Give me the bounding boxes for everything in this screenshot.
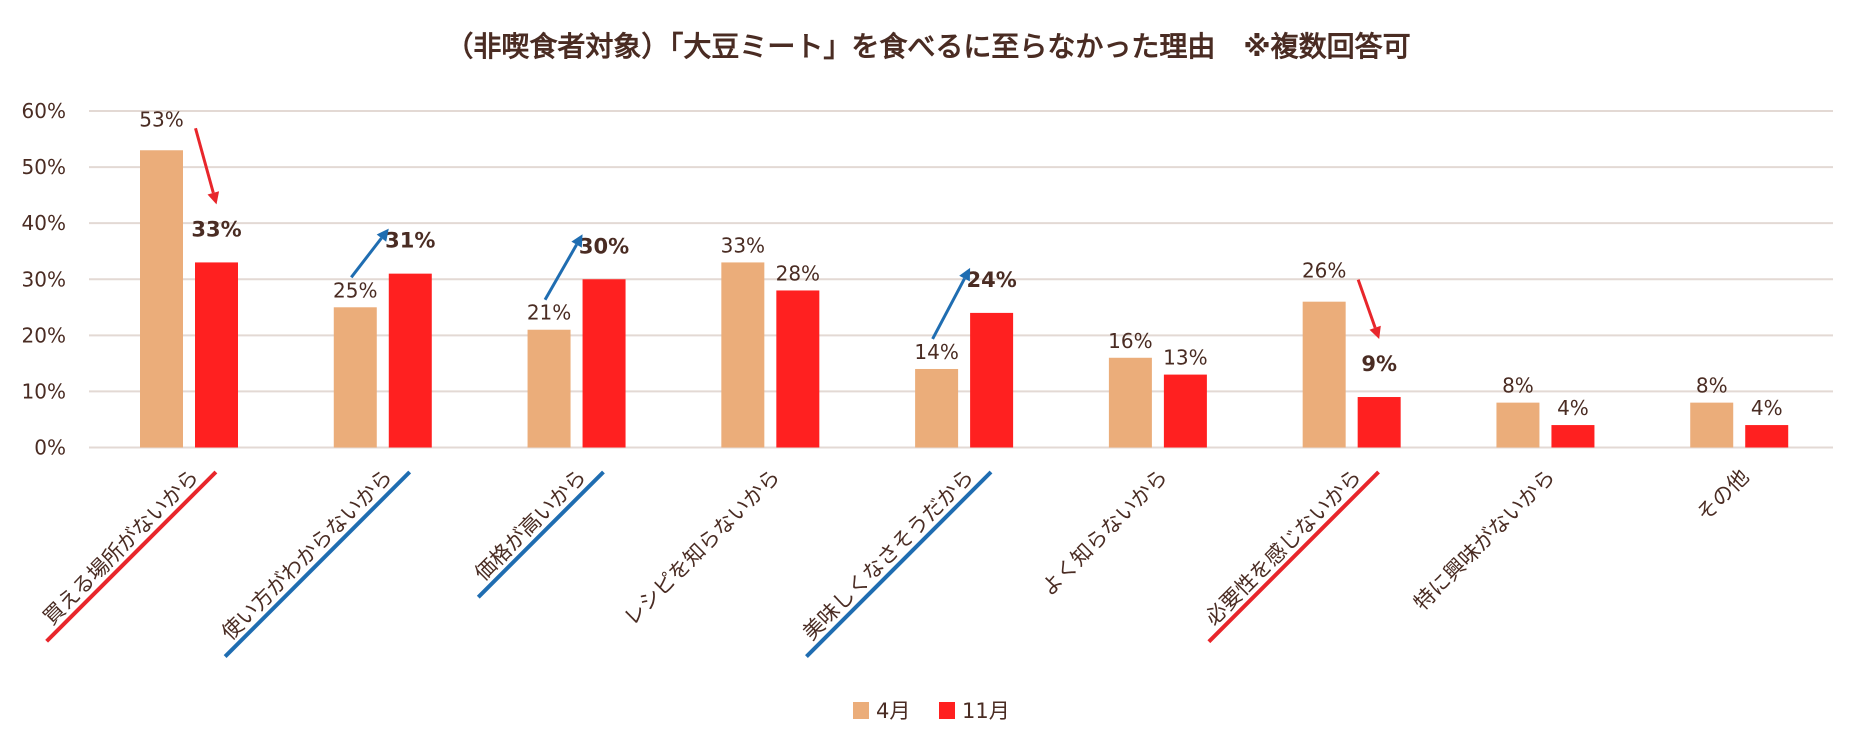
bars: 53% 33% 25% 31% 21% 30% 33% 28% 14% 24% 16% 13% 26% 9… [139,107,1789,448]
x-axis-labels: 買える場所がないから 使い方がわからないから 価格が高いから レシピを知らないから 美味… [38,465,1754,658]
bar-april [1496,402,1540,448]
y-tick-label: 20% [22,323,66,347]
arrow-up-icon [543,243,578,301]
category-underline [476,470,605,599]
category-underline [1207,470,1380,644]
data-label-april: 8% [1696,374,1728,398]
bar-november [195,262,238,448]
gridlines [89,110,1833,449]
bar-april [527,329,571,448]
y-tick-label: 10% [22,379,66,403]
bar-november [582,279,626,448]
arrow-down-icon [194,127,215,194]
bar-april [1302,301,1346,448]
data-label-april: 25% [333,278,377,302]
bar-november [1357,397,1401,448]
arrow-down-icon [1356,279,1377,329]
data-label-april: 53% [139,107,183,131]
arrow-head-icon [1369,325,1381,340]
bar-april [333,307,377,448]
bar-april [140,150,183,448]
y-tick-label: 50% [22,155,66,179]
data-label-april: 14% [914,340,958,364]
legend-swatch-november [939,702,955,719]
x-category-label: 特に興味がないから [1409,465,1560,616]
x-category-label: 使い方がわからないから [217,465,397,645]
bar-november [388,273,432,448]
x-category-label: よく知らないから [1037,465,1173,601]
y-tick-label: 40% [22,211,66,235]
x-category-label: 美味しくなさそうだから [798,465,978,645]
x-category-label: レシピを知らないから [619,465,784,630]
bar-april [721,262,765,448]
legend-swatch-april [853,702,869,719]
bar-november [1163,374,1207,448]
arrow-up-icon [350,237,383,279]
data-label-november: 4% [1751,396,1783,420]
bar-november [970,312,1014,448]
data-label-april: 33% [721,233,765,257]
arrow-head-icon [207,191,220,205]
legend: 4月 11月 [853,699,1010,723]
data-label-april: 8% [1502,374,1534,398]
arrow-head-icon [959,267,971,282]
category-underline [805,470,993,658]
data-label-november: 28% [776,261,820,285]
data-label-april: 21% [527,301,571,325]
x-category-label: 買える場所がないから [38,465,203,630]
data-label-november: 30% [579,234,629,258]
y-axis-ticks: 0% 10% 20% 30% 40% 50% 60% [22,99,66,460]
data-label-april: 16% [1108,329,1152,353]
data-label-november: 9% [1361,352,1397,376]
chart-title: （非喫食者対象）「大豆ミート」を食べるに至らなかった理由 ※複数回答可 [445,30,1410,63]
bar-april [915,368,959,448]
x-category-label: 必要性を感じないから [1201,465,1366,630]
data-label-november: 24% [966,268,1016,292]
arrow-up-icon [931,277,966,340]
data-label-november: 31% [385,229,435,253]
bar-november [1551,425,1595,448]
data-label-april: 26% [1302,259,1346,283]
data-label-november: 4% [1557,396,1589,420]
y-tick-label: 30% [22,267,66,291]
category-underline [45,470,218,643]
arrow-head-icon [376,228,389,242]
x-category-label: 価格が高いから [470,465,591,586]
bar-april [1690,402,1734,448]
data-label-november: 33% [191,217,241,241]
legend-label-april: 4月 [876,699,910,723]
legend-label-november: 11月 [962,699,1010,723]
data-label-november: 13% [1163,346,1207,370]
y-tick-label: 60% [22,99,66,123]
y-tick-label: 0% [34,436,66,460]
trend-arrows [194,127,1381,340]
bar-april [1108,357,1152,448]
bar-november [1745,425,1789,448]
category-underline [223,470,412,658]
x-category-label: その他 [1692,465,1754,527]
bar-november [776,290,820,448]
arrow-head-icon [571,234,583,248]
